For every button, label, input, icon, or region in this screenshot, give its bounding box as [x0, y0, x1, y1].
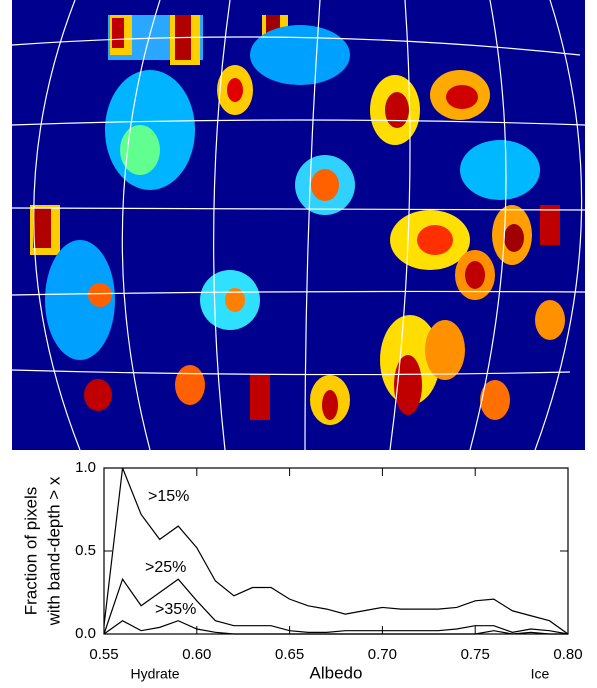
- x-end-label: Hydrate: [130, 666, 179, 682]
- x-end-label: Ice: [531, 666, 550, 682]
- x-tick-label: 0.75: [461, 646, 490, 663]
- x-tick-label: 0.70: [368, 646, 397, 663]
- series-label: >25%: [145, 559, 186, 576]
- series-line: [103, 577, 569, 635]
- graticule: [11, 0, 586, 451]
- y-axis-label: Fraction of pixels: [21, 487, 40, 616]
- x-tick-label: 0.80: [553, 646, 582, 663]
- series-label: >15%: [148, 488, 189, 505]
- x-tick-label: 0.65: [275, 646, 304, 663]
- series-label: >35%: [155, 601, 196, 618]
- y-tick-label: 1.0: [75, 459, 96, 476]
- y-tick-label: 0.0: [75, 625, 96, 642]
- x-tick-label: 0.55: [89, 646, 118, 663]
- y-axis-label: with band-depth > x: [44, 476, 63, 626]
- x-tick-label: 0.60: [182, 646, 211, 663]
- y-tick-label: 0.5: [75, 542, 96, 559]
- map-image: [11, 0, 586, 451]
- x-axis-label: Albedo: [310, 663, 363, 682]
- series-line: [103, 467, 569, 635]
- series-line: [103, 620, 568, 635]
